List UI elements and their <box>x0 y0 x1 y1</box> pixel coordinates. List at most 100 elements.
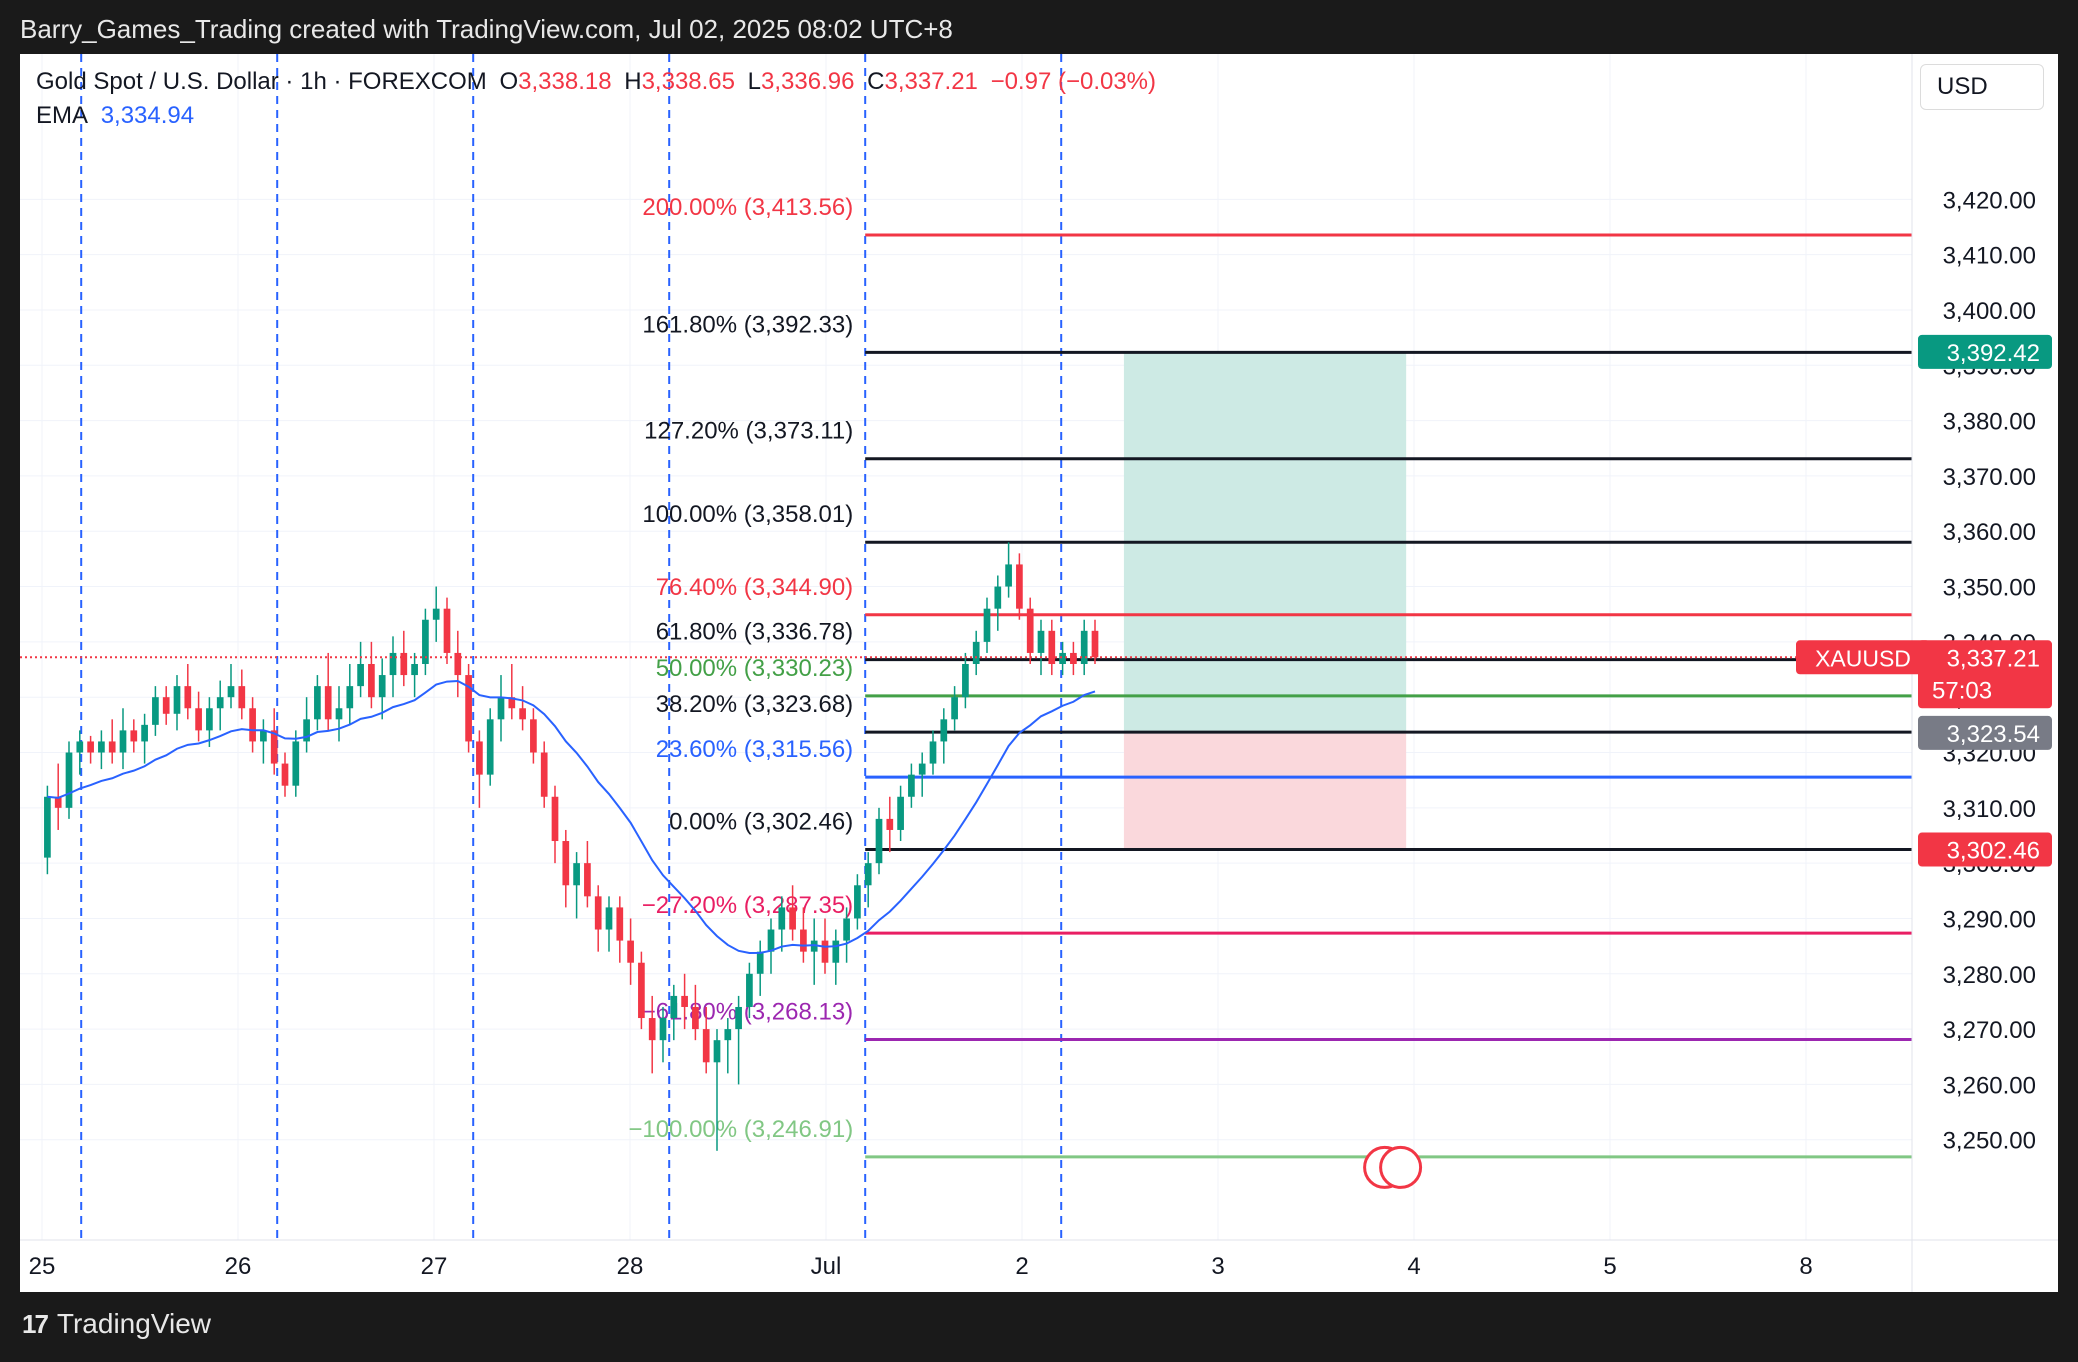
candle-body <box>983 608 991 642</box>
ohlc-legend: Gold Spot / U.S. Dollar · 1h · FOREXCOM … <box>36 68 1162 96</box>
candle-body <box>87 741 94 753</box>
candle-body <box>465 675 472 742</box>
price-tag-label: 3,323.54 <box>1947 721 2040 748</box>
candle-body <box>508 697 516 709</box>
candle-body <box>648 1018 656 1041</box>
chart-panel[interactable]: 200.00% (3,413.56) 161.80% (3,392.33) 127.… <box>20 54 2058 1292</box>
fib-level-label: 161.80% (3,392.33) <box>642 311 853 338</box>
stop-loss-zone <box>1123 732 1407 850</box>
candle-body <box>854 885 861 919</box>
fib-level-label: 76.40% (3,344.90) <box>656 574 853 601</box>
candle-body <box>432 608 440 620</box>
time-tick-label: 28 <box>617 1253 644 1280</box>
candle-body <box>76 741 84 753</box>
candle-body <box>972 641 980 664</box>
price-tick-label: 3,420.00 <box>1943 187 2036 214</box>
candle-body <box>886 818 894 830</box>
fib-level-label: −100.00% (3,246.91) <box>628 1116 853 1143</box>
symbol-tag-label: XAUUSD <box>1815 645 1911 671</box>
price-chart[interactable]: 200.00% (3,413.56) 161.80% (3,392.33) 127.… <box>20 54 2058 1292</box>
symbol-label[interactable]: Gold Spot / U.S. Dollar · 1h · FOREXCOM <box>36 68 487 95</box>
tradingview-logo-icon[interactable]: 17 <box>22 1308 49 1339</box>
candle-body <box>454 652 462 676</box>
candle-body <box>368 664 375 698</box>
time-tick-label: 3 <box>1211 1253 1224 1280</box>
currency-button[interactable]: USD <box>1920 64 2044 110</box>
candle-body <box>702 1029 710 1063</box>
candle-body <box>638 962 645 1019</box>
candle-body <box>713 1040 721 1063</box>
candle-body <box>1091 630 1099 658</box>
low-value: 3,336.96 <box>761 68 855 95</box>
candle-body <box>54 796 62 808</box>
candle-body <box>692 1006 699 1030</box>
fib-level-label: 0.00% (3,302.46) <box>669 809 853 836</box>
candle-body <box>875 818 883 864</box>
candle-body <box>1037 630 1045 653</box>
fib-level-label: −27.20% (3,287.35) <box>642 892 854 919</box>
candle-body <box>281 763 289 786</box>
candle-body <box>44 796 51 858</box>
ema-label: EMA <box>36 102 89 129</box>
candle-body <box>292 741 300 786</box>
time-tick-label: 26 <box>225 1253 252 1280</box>
candle-body <box>173 686 181 714</box>
candle-body <box>335 708 343 720</box>
bar-countdown-label: 57:03 <box>1932 677 1992 704</box>
candle-body <box>594 896 602 930</box>
candle-body <box>756 951 764 974</box>
candle-body <box>270 730 278 764</box>
candle-body <box>346 686 354 709</box>
close-value: 3,337.21 <box>884 68 978 95</box>
candle-body <box>162 697 170 714</box>
time-tick-label: 4 <box>1407 1253 1420 1280</box>
price-tick-label: 3,310.00 <box>1943 796 2036 823</box>
footer-brand[interactable]: TradingView <box>56 1308 212 1339</box>
price-tick-label: 3,270.00 <box>1943 1017 2036 1044</box>
price-tick-label: 3,400.00 <box>1943 298 2036 325</box>
candle-body <box>314 686 321 720</box>
footer: 17 TradingView <box>22 1308 211 1340</box>
candle-body <box>249 708 256 742</box>
candle-body <box>746 973 753 1007</box>
candle-body <box>378 675 386 698</box>
fib-level-label: 23.60% (3,315.56) <box>656 736 853 763</box>
candle-body <box>670 995 678 1019</box>
last-price-label: 3,337.21 <box>1947 645 2040 672</box>
candle-body <box>918 763 926 775</box>
price-tick-label: 3,410.00 <box>1943 243 2036 270</box>
candle-body <box>260 730 267 742</box>
candle-body <box>659 1018 667 1041</box>
high-value: 3,338.65 <box>641 68 735 95</box>
candle-body <box>562 841 570 886</box>
candle-body <box>476 741 483 775</box>
price-tag <box>1918 832 2052 867</box>
candle-body <box>681 995 688 1007</box>
fib-level-label: 127.20% (3,373.11) <box>644 418 853 445</box>
time-tick-label: 8 <box>1799 1253 1812 1280</box>
high-label: H <box>624 68 642 95</box>
candle-body <box>400 652 408 676</box>
candle-body <box>821 940 829 963</box>
candle-body <box>152 697 159 725</box>
price-tick-label: 3,290.00 <box>1943 906 2036 933</box>
candle-body <box>540 752 548 797</box>
candle-body <box>195 708 202 731</box>
ema-legend[interactable]: EMA 3,334.94 <box>36 102 200 130</box>
candle-body <box>724 1029 732 1041</box>
candle-body <box>897 796 904 830</box>
candle-body <box>206 708 213 731</box>
candle-body <box>908 774 915 797</box>
candle-body <box>530 719 537 753</box>
candle-body <box>627 940 634 963</box>
candle-body <box>994 586 1002 609</box>
candle-body <box>130 730 138 742</box>
time-tick-label: 25 <box>29 1253 56 1280</box>
candle-body <box>1005 564 1012 587</box>
candle-body <box>227 686 235 698</box>
symbol-tag <box>1796 640 1930 675</box>
time-tick-label: 2 <box>1015 1253 1028 1280</box>
candle-body <box>303 719 310 742</box>
ema-value: 3,334.94 <box>100 102 195 129</box>
candle-body <box>1048 630 1056 664</box>
